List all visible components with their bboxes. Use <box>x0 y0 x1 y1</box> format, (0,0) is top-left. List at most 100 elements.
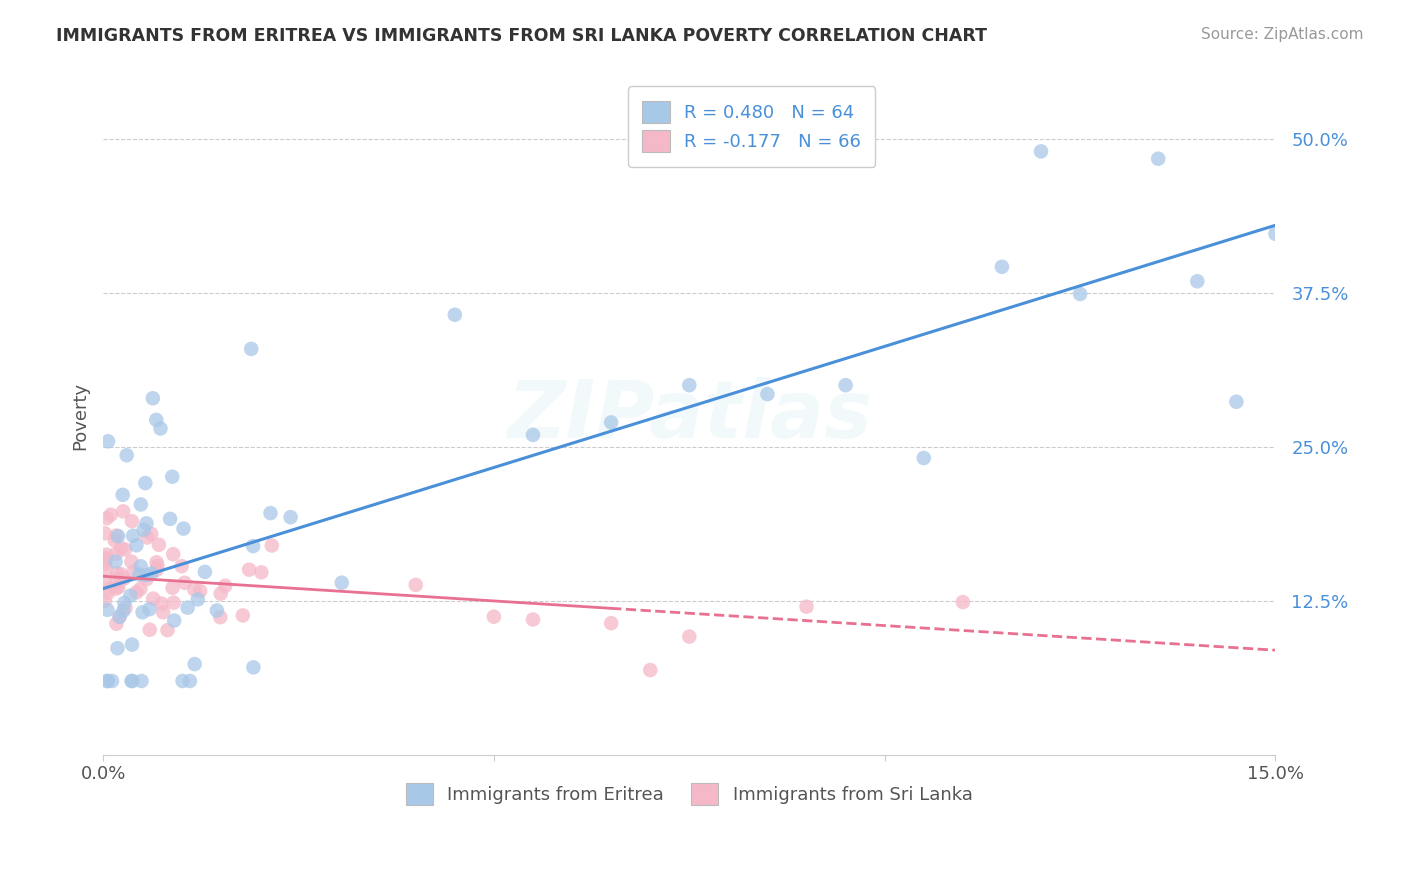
Point <box>678 630 700 644</box>
Point <box>991 260 1014 274</box>
Point <box>232 608 254 623</box>
Point <box>183 657 205 671</box>
Point <box>238 563 260 577</box>
Point <box>134 476 156 491</box>
Text: ZIPatlas: ZIPatlas <box>506 377 872 455</box>
Point <box>205 603 228 617</box>
Point <box>96 673 118 688</box>
Point <box>120 589 142 603</box>
Point <box>173 575 195 590</box>
Point <box>163 614 186 628</box>
Point <box>145 563 167 577</box>
Point <box>214 579 236 593</box>
Point <box>173 522 195 536</box>
Legend: Immigrants from Eritrea, Immigrants from Sri Lanka: Immigrants from Eritrea, Immigrants from… <box>396 773 981 814</box>
Point <box>138 602 160 616</box>
Point <box>142 591 165 606</box>
Point <box>443 308 465 322</box>
Point <box>156 623 179 637</box>
Point <box>209 610 232 624</box>
Point <box>146 558 169 573</box>
Point <box>162 581 184 595</box>
Point <box>678 378 700 392</box>
Point <box>107 529 129 543</box>
Point <box>105 616 128 631</box>
Point <box>150 597 173 611</box>
Point <box>187 592 209 607</box>
Point <box>152 605 174 619</box>
Y-axis label: Poverty: Poverty <box>72 382 89 450</box>
Point <box>122 529 145 543</box>
Point <box>260 539 283 553</box>
Point <box>112 504 135 518</box>
Point <box>163 596 186 610</box>
Text: IMMIGRANTS FROM ERITREA VS IMMIGRANTS FROM SRI LANKA POVERTY CORRELATION CHART: IMMIGRANTS FROM ERITREA VS IMMIGRANTS FR… <box>56 27 987 45</box>
Point <box>834 378 856 392</box>
Point <box>132 523 155 537</box>
Point <box>105 573 128 587</box>
Text: Source: ZipAtlas.com: Source: ZipAtlas.com <box>1201 27 1364 42</box>
Point <box>796 599 818 614</box>
Point <box>756 387 779 401</box>
Point <box>129 498 152 512</box>
Point <box>97 434 120 449</box>
Point <box>600 416 623 430</box>
Point <box>96 548 118 562</box>
Point <box>107 641 129 656</box>
Point <box>1225 394 1247 409</box>
Point <box>149 421 172 435</box>
Point <box>107 580 129 594</box>
Point <box>179 673 201 688</box>
Point <box>522 428 544 442</box>
Point <box>97 586 120 600</box>
Point <box>142 391 165 405</box>
Point <box>93 526 115 541</box>
Point <box>93 557 115 571</box>
Point <box>121 673 143 688</box>
Point <box>131 605 153 619</box>
Point <box>141 526 163 541</box>
Point <box>952 595 974 609</box>
Point <box>176 600 198 615</box>
Point <box>148 538 170 552</box>
Point <box>108 609 131 624</box>
Point <box>135 568 157 582</box>
Point <box>129 582 152 596</box>
Point <box>482 609 505 624</box>
Point <box>1264 227 1286 241</box>
Point <box>100 508 122 522</box>
Point <box>115 448 138 462</box>
Point <box>96 603 118 617</box>
Point <box>135 572 157 586</box>
Point <box>138 623 160 637</box>
Point <box>522 613 544 627</box>
Point <box>98 582 121 596</box>
Point <box>104 547 127 561</box>
Point <box>183 582 205 597</box>
Point <box>104 555 127 569</box>
Point <box>1187 274 1209 288</box>
Point <box>96 562 118 576</box>
Point <box>121 673 143 688</box>
Point <box>97 673 120 688</box>
Point <box>112 571 135 585</box>
Point <box>1147 152 1170 166</box>
Point <box>101 673 124 688</box>
Point <box>110 541 132 555</box>
Point <box>638 663 661 677</box>
Point <box>112 604 135 618</box>
Point <box>94 552 117 566</box>
Point <box>162 469 184 483</box>
Point <box>114 600 136 615</box>
Point <box>159 512 181 526</box>
Point <box>105 582 128 596</box>
Point <box>141 566 163 581</box>
Point <box>600 616 623 631</box>
Point <box>242 660 264 674</box>
Point <box>209 587 232 601</box>
Point <box>259 506 281 520</box>
Point <box>105 528 128 542</box>
Point <box>188 584 211 599</box>
Point <box>121 638 143 652</box>
Point <box>145 555 167 569</box>
